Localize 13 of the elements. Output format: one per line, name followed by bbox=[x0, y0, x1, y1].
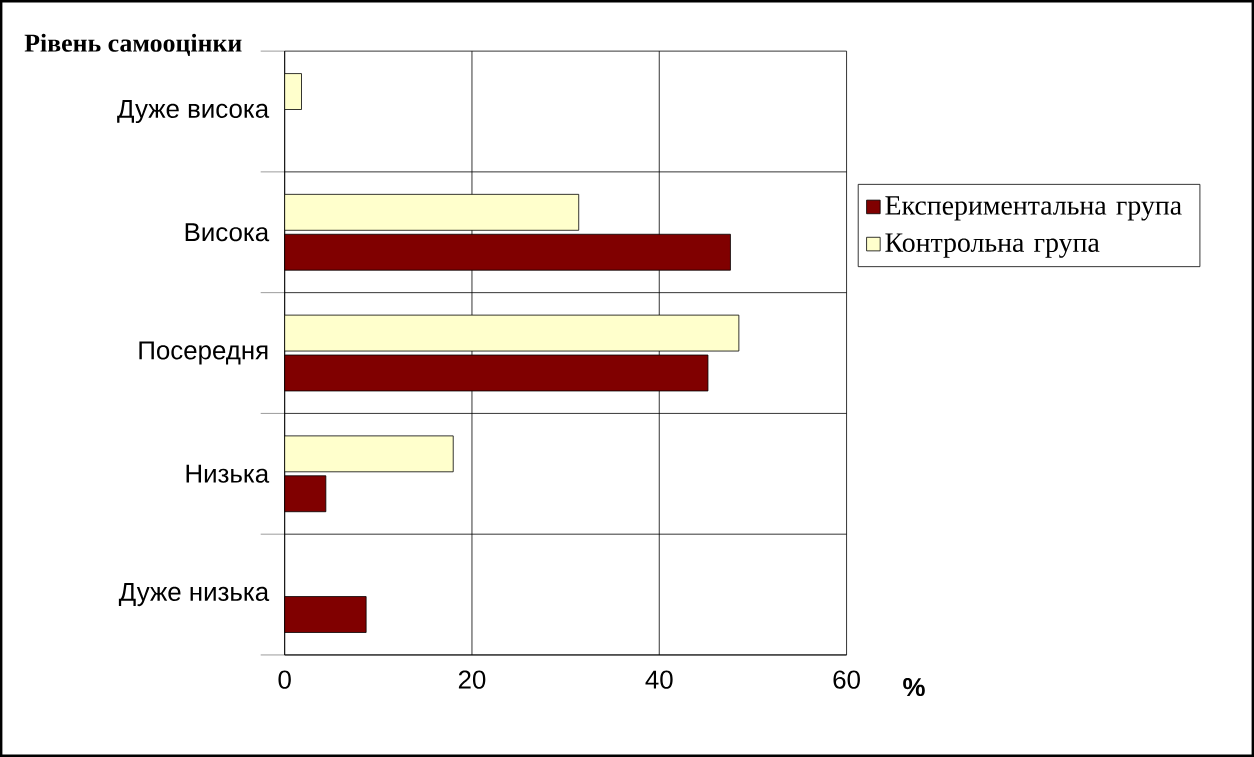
x-tick-label: 0 bbox=[278, 670, 291, 689]
y-tick-label: Посередня bbox=[139, 341, 268, 365]
x-tick-label: 60 bbox=[833, 670, 860, 689]
x-tick-label: 40 bbox=[645, 670, 673, 689]
legend-label: Контрольна група bbox=[885, 233, 1100, 258]
y-tick-label: Низька bbox=[186, 464, 270, 483]
x-tick-label: 20 bbox=[458, 670, 486, 689]
x-axis-title: % bbox=[903, 677, 925, 697]
y-tick-label: Висока bbox=[185, 223, 270, 242]
y-tick-label: Дуже низька bbox=[118, 583, 270, 607]
y-axis-title: Рівень самооцінки bbox=[24, 33, 242, 57]
legend-label: Експериментальна група bbox=[885, 196, 1182, 221]
y-tick-label: Дуже висока bbox=[117, 99, 270, 124]
